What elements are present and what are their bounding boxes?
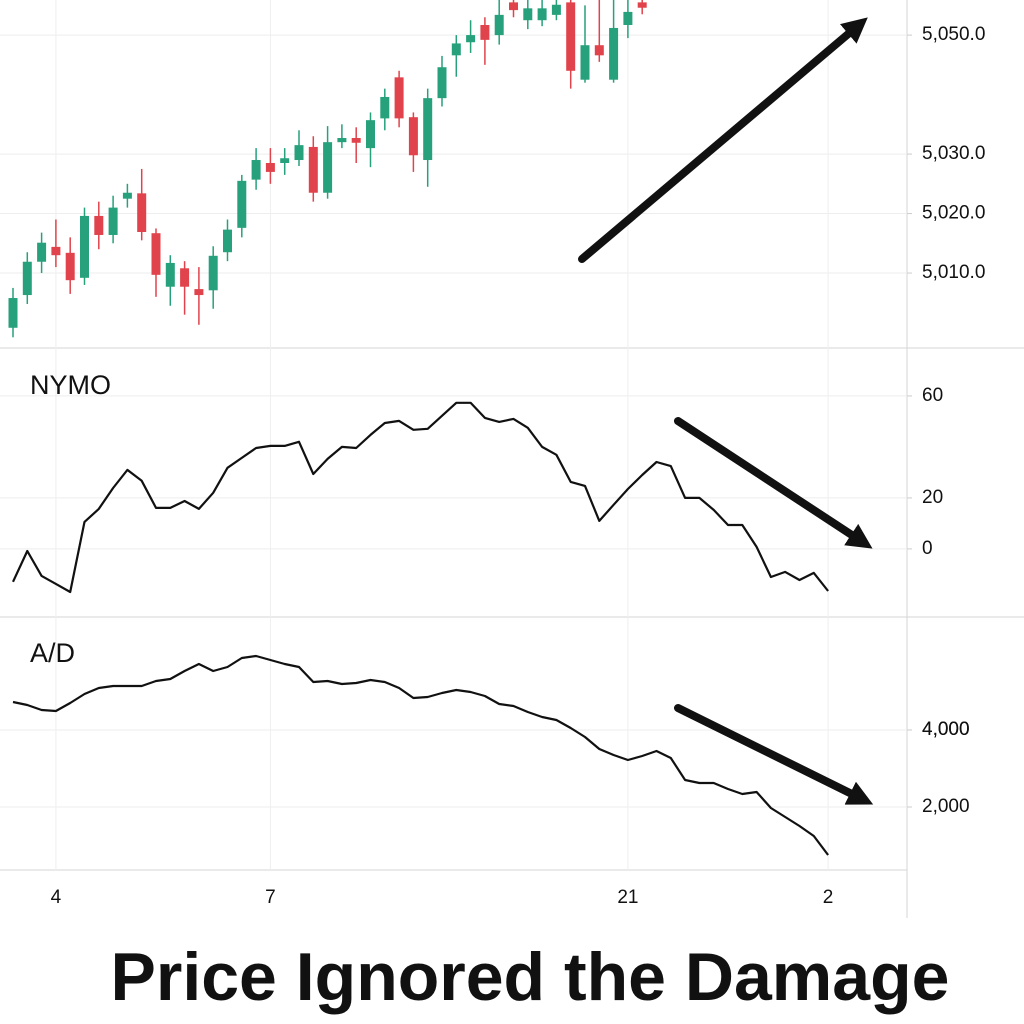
candle-body <box>323 142 333 193</box>
candle-body <box>208 255 218 291</box>
data-line <box>12 654 829 856</box>
candle-body <box>65 252 75 281</box>
trend-arrow <box>578 17 868 263</box>
y-tick-label: 60 <box>922 385 943 406</box>
candle-body <box>623 11 633 25</box>
panel-title: A/D <box>30 638 75 668</box>
candle-body <box>423 98 433 161</box>
candle-body <box>265 162 275 172</box>
candle-body <box>137 193 147 232</box>
y-tick-label: 4,000 <box>922 719 970 740</box>
candle-body <box>466 35 476 43</box>
candle-body <box>308 146 318 193</box>
candle-body <box>22 261 32 296</box>
y-tick-label: 0 <box>922 538 933 559</box>
y-tick-label: 2,000 <box>922 796 970 817</box>
candle-body <box>394 77 404 119</box>
candle-body <box>551 4 561 15</box>
candle-body <box>380 96 390 119</box>
candle-body <box>151 233 161 275</box>
y-tick-label: 5,010.0 <box>922 262 985 283</box>
candle-body <box>108 207 118 235</box>
y-tick-label: 4,000 <box>922 719 970 740</box>
x-tick-label: 2 <box>823 887 834 908</box>
candle-body <box>294 145 304 161</box>
candle-body <box>451 43 461 56</box>
data-line <box>12 401 829 594</box>
y-tick-label: 5,030.0 <box>922 143 985 164</box>
candle-body <box>122 192 132 199</box>
candle-body <box>165 262 175 287</box>
candle-body <box>609 27 619 80</box>
candle-body <box>580 45 590 80</box>
candle-body <box>80 215 89 278</box>
candle-body <box>251 160 261 180</box>
candle-body <box>437 67 447 99</box>
arrows <box>578 17 874 805</box>
candle-body <box>408 117 418 156</box>
candle-body <box>180 268 190 287</box>
candle-body <box>280 158 290 163</box>
plot-area: 4 7 21 2 5,050.0 5,030.0 5,020.0 5,010.0 60 20 0 NY… <box>0 0 985 908</box>
candle-body <box>351 138 361 143</box>
x-tick-label: 4 <box>51 887 62 908</box>
x-tick-label: 21 <box>617 887 638 908</box>
candle-body <box>480 24 490 40</box>
trend-arrow <box>674 704 874 805</box>
candle-body <box>51 246 61 256</box>
trend-arrow <box>674 417 873 549</box>
candle-body <box>366 120 375 149</box>
candle-body <box>523 8 533 21</box>
panel-title: NYMO <box>30 370 111 400</box>
candle-body <box>566 2 576 71</box>
candle-body <box>494 14 504 36</box>
candle-body <box>509 2 518 11</box>
candle-body <box>237 180 247 228</box>
candle-body <box>37 242 47 262</box>
y-tick-label: 5,050.0 <box>922 24 985 45</box>
x-tick-label: 7 <box>265 887 276 908</box>
candle-body <box>337 138 347 143</box>
chart-title: Price Ignored the Damage <box>111 939 950 1015</box>
candle-body <box>223 229 232 253</box>
y-tick-label: 5,020.0 <box>922 203 985 224</box>
candle-body <box>94 215 104 235</box>
frame <box>0 0 1024 918</box>
candle-body <box>594 45 604 56</box>
candle-body <box>537 8 547 21</box>
candle-body <box>194 289 204 296</box>
candle-body <box>637 2 647 8</box>
y-tick-label: 20 <box>922 487 943 508</box>
candle-body <box>8 298 18 328</box>
